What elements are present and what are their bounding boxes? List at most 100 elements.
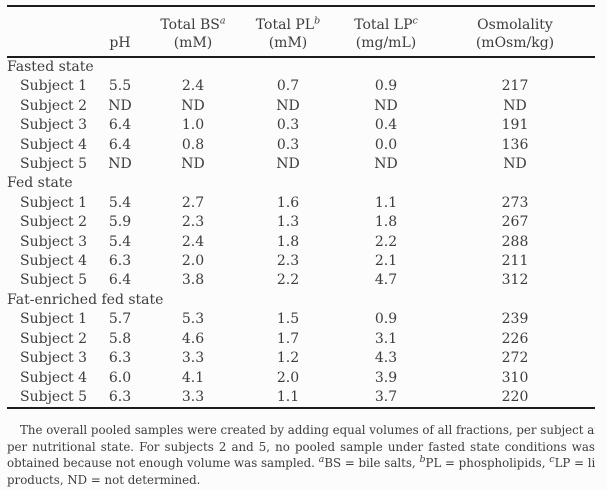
cell-total-lp: 3.1 [374, 330, 398, 347]
cell-total-lp: 1.1 [374, 194, 398, 211]
column-title-text: Total LP [354, 17, 413, 33]
cell-total-bs: 4.1 [181, 369, 205, 386]
cell-total-lp: 1.8 [374, 214, 398, 231]
table-body: Fasted state Subject 1 5.5 2.4 0.7 0.9 217 Subj… [7, 57, 595, 409]
cell-total-lp: 0.0 [374, 136, 398, 153]
cell-total-bs: 2.3 [181, 214, 205, 231]
row-label: Subject 1 [20, 194, 88, 211]
cell-total-lp: 2.2 [374, 233, 398, 250]
column-title-text: Total PL [255, 17, 315, 33]
cell-total-lp: 4.3 [374, 350, 398, 367]
section-label: Fasted state [7, 59, 94, 75]
table-row: Subject 1 5.5 2.4 0.7 0.9 217 [7, 77, 595, 96]
column-footnote-marker: c [412, 15, 418, 27]
cell-osmolality: 220 [501, 388, 529, 405]
table-footnote: The overall pooled samples were created … [7, 422, 595, 488]
column-unit: (mOsm/kg) [475, 35, 555, 51]
cell-total-lp: 2.1 [374, 253, 398, 270]
row-label: Subject 3 [20, 350, 88, 367]
column-unit: (mg/mL) [355, 35, 417, 51]
cell-total-pl: 1.2 [276, 350, 300, 367]
cell-total-bs: 3.8 [181, 272, 205, 289]
footnote-text: BS = bile salts, [324, 456, 420, 471]
cell-total-pl: 1.8 [276, 233, 300, 250]
column-footnote-marker: b [314, 15, 321, 27]
cell-total-pl: ND [276, 97, 300, 114]
cell-ph: ND [108, 97, 132, 114]
cell-ph: 5.4 [108, 194, 132, 211]
footnote-text: LP = lipid [554, 456, 595, 471]
footnote-marker: a [318, 455, 325, 466]
cell-ph: 6.3 [108, 388, 132, 405]
cell-total-pl: 2.3 [276, 253, 300, 270]
footnote-marker: c [549, 455, 555, 466]
row-label: Subject 2 [20, 97, 88, 114]
section-row: Fed state [7, 174, 595, 193]
table-row: Subject 1 5.7 5.3 1.5 0.9 239 [7, 310, 595, 329]
section-row: Fat-enriched fed state [7, 291, 595, 310]
section-label: Fat-enriched fed state [7, 291, 164, 308]
cell-total-bs: ND [181, 156, 205, 173]
cell-total-pl: 1.5 [276, 311, 300, 328]
footnote-marker: b [419, 455, 426, 466]
cell-total-bs: 2.4 [181, 78, 205, 95]
cell-osmolality: 288 [501, 233, 529, 250]
row-label: Subject 5 [20, 388, 88, 405]
cell-total-lp: 0.9 [374, 78, 398, 95]
footnote-line: obtained because not enough volume was s… [7, 455, 595, 471]
cell-total-pl: 0.3 [276, 117, 300, 134]
column-title: Total BSa [147, 16, 239, 34]
row-label: Subject 3 [20, 233, 88, 250]
cell-ph: 5.9 [108, 214, 132, 231]
cell-total-pl: ND [276, 156, 300, 173]
cell-total-lp: 3.9 [374, 369, 398, 386]
table-row: Subject 3 5.4 2.4 1.8 2.2 288 [7, 233, 595, 252]
cell-ph: 6.0 [108, 369, 132, 386]
footnote-text: products, ND = not determined. [7, 472, 201, 487]
cell-osmolality: 211 [501, 253, 529, 270]
cell-total-pl: 1.3 [276, 214, 300, 231]
cell-osmolality: 217 [501, 78, 529, 95]
cell-total-lp: ND [374, 156, 398, 173]
column-header-ph: pH [93, 6, 147, 57]
column-title-text: Total BS [160, 17, 220, 33]
row-label: Subject 2 [20, 330, 88, 347]
footnote-text: obtained because not enough volume was s… [7, 456, 319, 471]
column-title: Total LPc [337, 16, 435, 34]
cell-total-bs: ND [181, 97, 205, 114]
table-row: Subject 4 6.0 4.1 2.0 3.9 310 [7, 369, 595, 388]
cell-ph: 5.5 [108, 78, 132, 95]
cell-ph: 6.4 [108, 117, 132, 134]
table-row: Subject 5 6.4 3.8 2.2 4.7 312 [7, 271, 595, 290]
cell-total-bs: 0.8 [181, 136, 205, 153]
cell-total-bs: 4.6 [181, 330, 205, 347]
column-unit: (mM) [268, 35, 308, 51]
cell-total-lp: 3.7 [374, 388, 398, 405]
table-row: Subject 2 5.9 2.3 1.3 1.8 267 [7, 213, 595, 232]
header-row: pH Total BSa (mM) Total PLb (mM) Total LPc (mg… [7, 6, 595, 57]
table-row: Subject 3 6.4 1.0 0.3 0.4 191 [7, 116, 595, 135]
column-unit: (mM) [173, 35, 213, 51]
row-label: Subject 4 [20, 369, 88, 386]
cell-ph: 6.3 [108, 350, 132, 367]
row-label: Subject 5 [20, 156, 88, 173]
cell-osmolality: 191 [501, 117, 529, 134]
section-label: Fed state [7, 175, 73, 192]
cell-ph: 5.7 [108, 311, 132, 328]
table-row: Subject 1 5.4 2.7 1.6 1.1 273 [7, 194, 595, 213]
footnote-text: The overall pooled samples were created … [20, 423, 595, 438]
cell-osmolality: 239 [501, 311, 529, 328]
footnote-text: PL = phospholipids, [425, 456, 550, 471]
column-title: Total PLb [239, 16, 337, 34]
row-label: Subject 1 [20, 311, 88, 328]
cell-total-lp: ND [374, 97, 398, 114]
page: pH Total BSa (mM) Total PLb (mM) Total LPc (mg… [0, 5, 607, 490]
cell-total-lp: 0.4 [374, 117, 398, 134]
header-corner [7, 6, 93, 57]
cell-osmolality: ND [503, 156, 527, 173]
column-header-osmolality: Osmolality (mOsm/kg) [435, 6, 595, 57]
cell-total-lp: 4.7 [374, 272, 398, 289]
table-row: Subject 4 6.3 2.0 2.3 2.1 211 [7, 252, 595, 271]
row-label: Subject 2 [20, 214, 88, 231]
row-label: Subject 4 [20, 253, 88, 270]
